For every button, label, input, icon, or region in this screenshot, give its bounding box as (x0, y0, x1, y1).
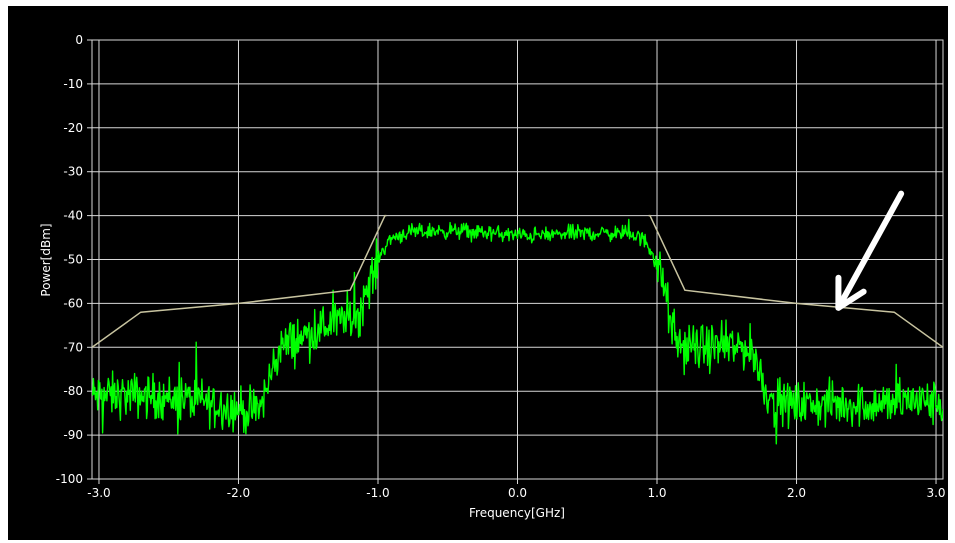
y-tick-label: -80 (63, 384, 83, 398)
arrow-head (835, 274, 867, 311)
x-tick-label: 2.0 (787, 486, 806, 500)
y-tick-label: -100 (56, 472, 83, 486)
x-tick-label: 0.0 (508, 486, 527, 500)
annotations (835, 190, 905, 311)
x-tick-label: 1.0 (647, 486, 666, 500)
spectrum-mask-line-1 (92, 214, 387, 348)
y-tick-label: -30 (63, 165, 83, 179)
y-tick-label: -50 (63, 253, 83, 267)
spectrum-chart: -3.0 -2.0 -1.0 0.0 1.0 2.0 3.0 0 -10 -20 -30 -40 -5… (39, 33, 946, 520)
plot-area (92, 214, 943, 445)
y-tick-label: -90 (63, 428, 83, 442)
y-tick-label: -20 (63, 121, 83, 135)
grid (87, 39, 944, 484)
y-tick-label: 0 (75, 33, 83, 47)
annotation-arrow (835, 190, 905, 311)
x-tick-label: 3.0 (926, 486, 945, 500)
y-axis-label: Power[dBm] (39, 223, 53, 296)
x-tick-label: -2.0 (227, 486, 250, 500)
x-tick-labels: -3.0 -2.0 -1.0 0.0 1.0 2.0 3.0 (87, 486, 945, 500)
y-tick-labels: 0 -10 -20 -30 -40 -50 -60 -70 -80 -90 -100 (56, 33, 83, 486)
y-tick-label: -40 (63, 209, 83, 223)
y-tick-label: -60 (63, 296, 83, 310)
x-tick-label: -3.0 (87, 486, 110, 500)
y-tick-label: -10 (63, 77, 83, 91)
x-axis-label: Frequency[GHz] (469, 506, 565, 520)
chart-frame: -3.0 -2.0 -1.0 0.0 1.0 2.0 3.0 0 -10 -20 -30 -40 -5… (8, 6, 948, 540)
spectrum-trace-line (92, 218, 943, 445)
arrow-shaft (835, 190, 905, 311)
spectrum-mask-line-2 (648, 214, 943, 348)
x-tick-label: -1.0 (366, 486, 389, 500)
y-tick-label: -70 (63, 340, 83, 354)
